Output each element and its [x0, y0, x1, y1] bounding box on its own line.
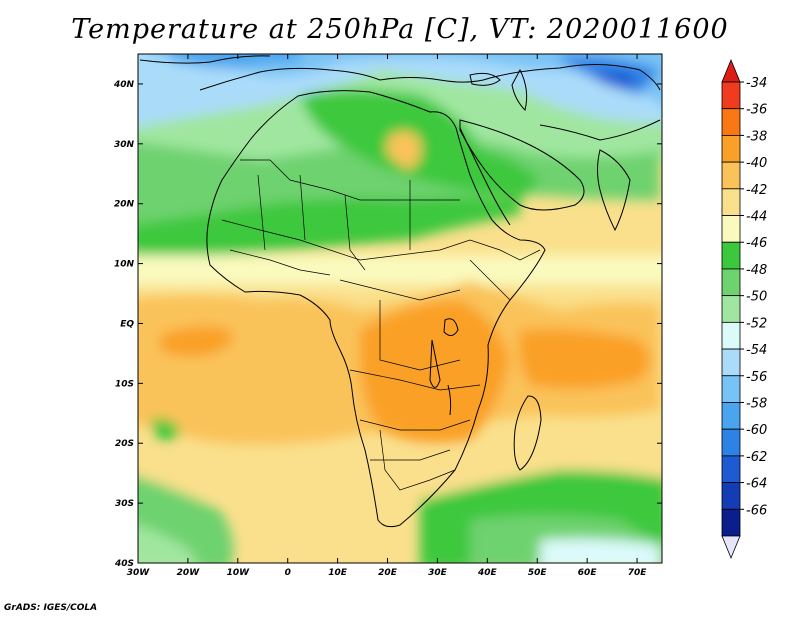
colorbar-tick-label: -62	[746, 450, 767, 465]
colorbar-tick-label: -36	[746, 103, 767, 118]
colorbar-tick-label: -52	[746, 316, 767, 331]
country-borders	[221, 159, 541, 491]
colorbar-swatch	[721, 295, 741, 323]
lat-tick-label: 30N	[114, 140, 135, 150]
colorbar-swatch	[721, 455, 741, 483]
credit-text: GrADS: IGES/COLA	[4, 603, 98, 613]
coastlines	[139, 55, 661, 528]
colorbar-tick-label: -50	[746, 290, 767, 305]
colorbar-swatch	[721, 215, 741, 243]
colorbar-swatch	[721, 508, 741, 537]
plot-frame	[137, 53, 663, 564]
colorbar-swatch	[721, 81, 741, 110]
colorbar-swatch	[721, 375, 741, 403]
lon-tick-label: 50E	[528, 568, 548, 578]
lon-tick-label: 30W	[127, 568, 151, 578]
lat-tick-label: 10N	[114, 260, 135, 270]
lon-tick-label: 40E	[477, 568, 498, 578]
lon-tick-label: 20W	[177, 568, 201, 578]
lat-tick-label: 30S	[115, 499, 134, 509]
lon-tick-label: 10E	[328, 568, 348, 578]
longitude-axis: 30W 20W 10W 0 10E 20E 30E 40E 50E 60E 70E	[127, 54, 647, 578]
lat-tick-label: 10S	[115, 379, 134, 389]
lon-tick-label: 70E	[628, 568, 648, 578]
colorbar-swatch	[721, 161, 741, 190]
latitude-axis: 40N 30N 20N 10N EQ 10S 20S 30S 40S	[113, 80, 662, 569]
colorbar-tick-label: -46	[746, 236, 767, 251]
lat-tick-label: 20S	[115, 439, 134, 449]
colorbar-swatch	[721, 135, 741, 163]
colorbar-swatch	[721, 268, 741, 297]
colorbar-tick-label: -54	[746, 343, 767, 358]
lat-tick-label: 20N	[114, 200, 135, 210]
temperature-field	[138, 54, 662, 563]
colorbar-swatch	[721, 188, 741, 216]
colorbar-tick-label: -40	[746, 156, 767, 171]
lat-tick-label: 40N	[113, 80, 135, 90]
colorbar-swatch	[721, 428, 741, 457]
colorbar-swatch	[721, 321, 741, 350]
lon-tick-label: 20E	[378, 568, 398, 578]
colorbar-tick-label: -66	[746, 503, 767, 518]
colorbar-bottom-triangle	[721, 535, 741, 560]
colorbar-swatch	[721, 348, 741, 377]
map-title: Temperature at 250hPa [C], VT: 202001160…	[71, 14, 729, 45]
colorbar-tick-label: -58	[746, 396, 767, 411]
lat-tick-label: 40S	[114, 559, 134, 569]
colorbar: -34 -36 -38 -40 -42 -44 -46 -48 -50 -52 -54 -56 -58 -…	[721, 58, 767, 560]
lon-tick-label: 60E	[578, 568, 598, 578]
lon-tick-label: 10W	[227, 568, 251, 578]
colorbar-tick-label: -44	[746, 210, 767, 225]
colorbar-tick-label: -56	[746, 370, 767, 385]
colorbar-swatch	[721, 241, 741, 270]
colorbar-swatch	[721, 482, 741, 510]
colorbar-tick-label: -64	[746, 477, 767, 492]
colorbar-tick-label: -60	[746, 423, 767, 438]
colorbar-swatch	[721, 402, 741, 430]
colorbar-tick-label: -48	[746, 263, 767, 278]
colorbar-top-triangle	[721, 58, 741, 83]
colorbar-tick-label: -42	[746, 183, 767, 198]
colorbar-swatch	[721, 108, 741, 136]
colorbar-tick-label: -38	[746, 129, 767, 144]
colorbar-tick-label: -34	[746, 76, 767, 91]
lon-tick-label: 30E	[428, 568, 448, 578]
lat-tick-label: EQ	[120, 319, 134, 329]
lon-tick-label: 0	[285, 568, 291, 578]
